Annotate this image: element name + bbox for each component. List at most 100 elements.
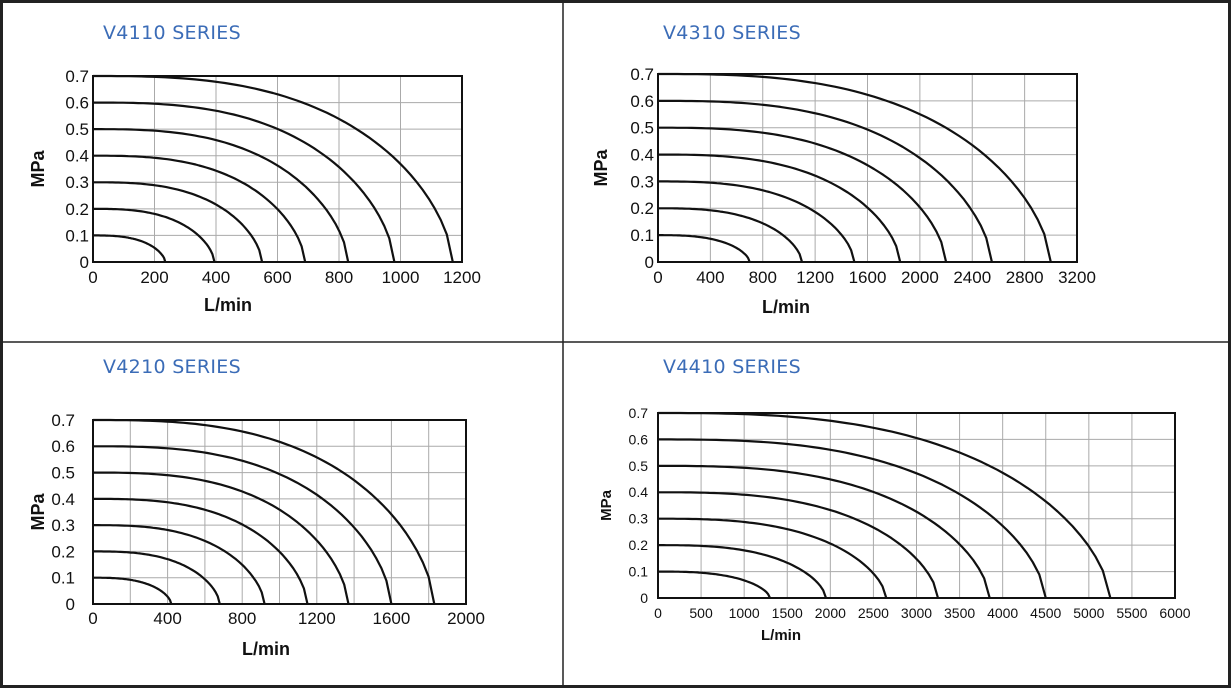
- pressure-curve-0.1: [93, 234, 167, 263]
- pressure-curve-0.1: [658, 570, 771, 599]
- x-tick-label: 6000: [1159, 605, 1190, 621]
- x-tick-label: 1200: [298, 609, 336, 628]
- x-tick-label: 800: [325, 268, 353, 287]
- y-axis-label: MPa: [598, 489, 615, 521]
- y-tick-label: 0.5: [629, 458, 649, 474]
- plot-area: [92, 75, 463, 263]
- x-tick-label: 4500: [1030, 605, 1061, 621]
- y-tick-label: 0.4: [51, 490, 75, 509]
- pressure-curve-0.5: [658, 126, 948, 263]
- pressure-curve-0.7: [93, 418, 436, 605]
- x-tick-label: 3500: [944, 605, 975, 621]
- chart-v4110: 0 0.1 0.2 0.3 0.4 0.5 0.6 0.7 0 200 400 600 800 1000…: [28, 67, 481, 315]
- y-tick-label: 0.4: [629, 484, 649, 500]
- y-tick-label: 0.4: [630, 146, 654, 165]
- x-axis-label: L/min: [204, 295, 252, 315]
- pressure-curve-0.6: [658, 438, 1047, 599]
- y-tick-label: 0.5: [51, 464, 75, 483]
- x-tick-label: 2000: [901, 268, 939, 287]
- x-tick-label: 5500: [1116, 605, 1147, 621]
- y-tick-label: 0.1: [629, 563, 649, 579]
- y-axis-label: MPa: [28, 150, 48, 188]
- y-tick-label: 0.1: [65, 226, 89, 245]
- x-axis-label: L/min: [761, 627, 801, 644]
- pressure-curve-0.7: [658, 411, 1112, 599]
- plot-area: [657, 412, 1176, 599]
- pressure-curve-0.1: [658, 234, 751, 263]
- pressure-curve-0.2: [658, 207, 804, 263]
- pressure-curve-0.5: [93, 128, 350, 263]
- y-tick-label: 0.6: [65, 94, 89, 113]
- chart-title-v4110: V4110 SERIES: [103, 22, 241, 44]
- x-tick-label: 0: [654, 605, 662, 621]
- x-tick-label: 800: [749, 268, 777, 287]
- pressure-curve-0.4: [658, 491, 940, 599]
- x-tick-label: 3200: [1058, 268, 1096, 287]
- y-tick-label: 0.1: [630, 226, 654, 245]
- pressure-curve-0.5: [93, 471, 350, 605]
- y-tick-label: 0.2: [51, 542, 75, 561]
- x-tick-label: 0: [88, 268, 97, 287]
- pressure-curve-0.3: [658, 517, 888, 599]
- x-tick-label: 200: [140, 268, 168, 287]
- y-tick-label: 0.2: [629, 537, 649, 553]
- x-tick-label: 400: [153, 609, 181, 628]
- pressure-curve-0.1: [93, 576, 173, 605]
- x-tick-label: 800: [228, 609, 256, 628]
- x-tick-label: 3000: [901, 605, 932, 621]
- chart-title-v4310: V4310 SERIES: [663, 22, 801, 44]
- y-axis-label: MPa: [591, 149, 611, 187]
- y-tick-label: 0.5: [65, 120, 89, 139]
- chart-title-v4210: V4210 SERIES: [103, 356, 241, 378]
- pressure-curve-0.4: [658, 153, 902, 263]
- pressure-curve-0.7: [93, 74, 454, 263]
- x-tick-label: 0: [653, 268, 662, 287]
- x-tick-label: 1000: [729, 605, 760, 621]
- x-tick-label: 4000: [987, 605, 1018, 621]
- pressure-curve-0.7: [658, 72, 1052, 263]
- y-tick-label: 0.3: [65, 173, 89, 192]
- y-tick-label: 0.4: [65, 147, 89, 166]
- y-tick-label: 0: [640, 590, 648, 606]
- pressure-curve-0.2: [93, 550, 221, 605]
- y-tick-label: 0.7: [65, 67, 89, 86]
- y-tick-label: 0: [66, 595, 75, 614]
- x-axis-label: L/min: [242, 639, 290, 659]
- y-tick-label: 0.2: [630, 199, 654, 218]
- pressure-curve-0.5: [658, 464, 991, 599]
- x-tick-label: 1200: [796, 268, 834, 287]
- x-tick-label: 2000: [447, 609, 485, 628]
- y-tick-label: 0.6: [51, 437, 75, 456]
- pressure-curve-0.4: [93, 497, 309, 605]
- pressure-curve-0.2: [93, 207, 216, 263]
- y-tick-label: 0.3: [51, 516, 75, 535]
- x-tick-label: 1200: [443, 268, 481, 287]
- x-tick-label: 2000: [815, 605, 846, 621]
- y-tick-label: 0.3: [629, 511, 649, 527]
- pressure-curve-0.3: [93, 181, 264, 263]
- x-tick-label: 2800: [1006, 268, 1044, 287]
- chart-v4210: 0 0.1 0.2 0.3 0.4 0.5 0.6 0.7 0 400 800 1200 1600 20…: [28, 411, 485, 659]
- y-tick-label: 0.3: [630, 172, 654, 191]
- x-tick-label: 2500: [858, 605, 889, 621]
- y-axis-label: MPa: [28, 493, 48, 531]
- y-tick-label: 0.7: [629, 405, 649, 421]
- pressure-curve-0.4: [93, 154, 307, 263]
- y-tick-label: 0.7: [630, 65, 654, 84]
- chart-v4310: 0 0.1 0.2 0.3 0.4 0.5 0.6 0.7 0 400 800 1200 1600 20…: [591, 65, 1096, 317]
- pressure-curve-0.6: [93, 101, 396, 263]
- y-tick-label: 0.7: [51, 411, 75, 430]
- chart-title-v4410: V4410 SERIES: [663, 356, 801, 378]
- x-axis-label: L/min: [762, 297, 810, 317]
- plot-area: [92, 419, 467, 605]
- y-tick-label: 0.1: [51, 569, 75, 588]
- x-tick-label: 0: [88, 609, 97, 628]
- x-tick-label: 1600: [372, 609, 410, 628]
- x-tick-label: 400: [696, 268, 724, 287]
- x-tick-label: 5000: [1073, 605, 1104, 621]
- pressure-curve-0.6: [93, 445, 393, 605]
- x-tick-label: 1600: [849, 268, 887, 287]
- x-tick-label: 2400: [953, 268, 991, 287]
- y-tick-label: 0.6: [630, 92, 654, 111]
- y-tick-label: 0.5: [630, 119, 654, 138]
